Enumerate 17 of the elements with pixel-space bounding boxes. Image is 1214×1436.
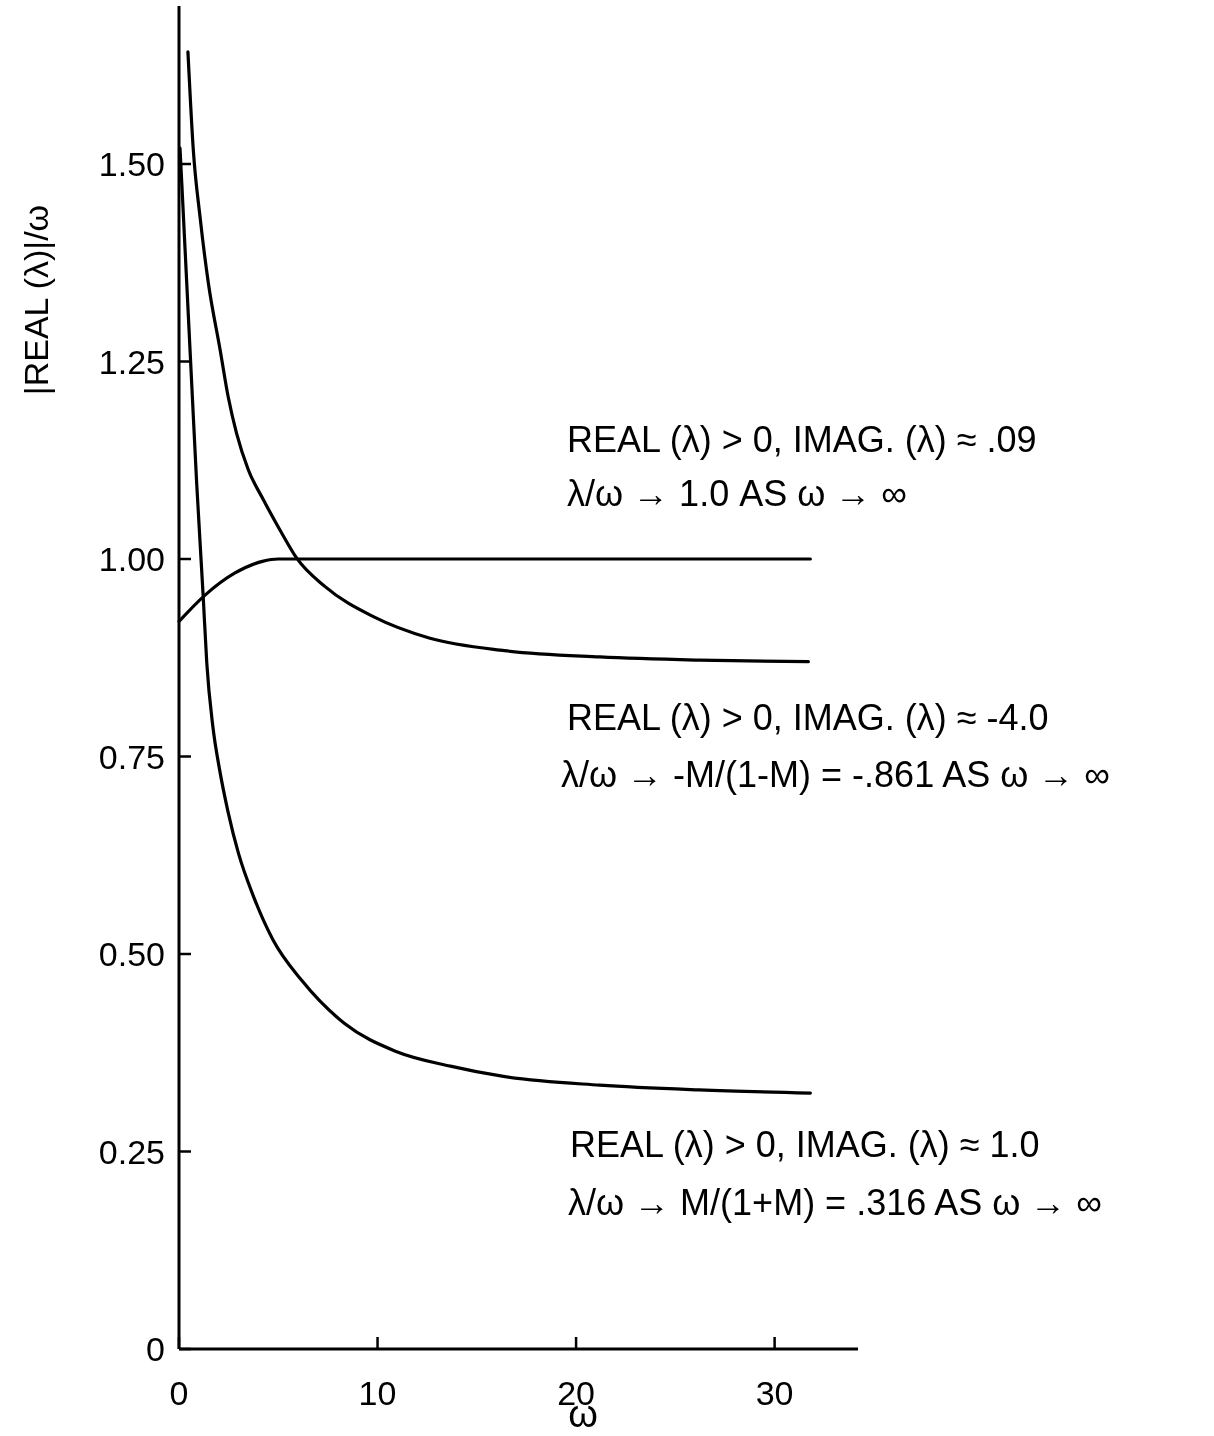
x-tick-label: 30 bbox=[755, 1374, 794, 1412]
y-tick-label: 1.25 bbox=[98, 342, 165, 381]
annotation: λ/ω → -M/(1-M) = -.861 AS ω → ∞ bbox=[561, 754, 1110, 795]
annotation: REAL (λ) > 0, IMAG. (λ) ≈ .09 bbox=[567, 419, 1037, 460]
annotation: REAL (λ) > 0, IMAG. (λ) ≈ 1.0 bbox=[570, 1124, 1040, 1165]
x-tick-label: 10 bbox=[358, 1374, 397, 1412]
annotation: λ/ω → M/(1+M) = .316 AS ω → ∞ bbox=[568, 1182, 1103, 1223]
y-tick-label: 1.50 bbox=[98, 145, 165, 184]
annotation: REAL (λ) > 0, IMAG. (λ) ≈ -4.0 bbox=[567, 697, 1049, 738]
y-tick-label: 0.25 bbox=[98, 1132, 165, 1171]
annotation: λ/ω → 1.0 AS ω → ∞ bbox=[567, 473, 907, 514]
y-tick-label: 0.75 bbox=[98, 737, 165, 776]
y-tick-label: 0 bbox=[146, 1330, 165, 1369]
y-tick-label: 0.50 bbox=[98, 935, 165, 974]
x-tick-label: 0 bbox=[169, 1374, 189, 1412]
y-tick-label: 1.00 bbox=[98, 540, 165, 579]
y-axis-title: |REAL (λ)|/ω bbox=[17, 204, 55, 396]
